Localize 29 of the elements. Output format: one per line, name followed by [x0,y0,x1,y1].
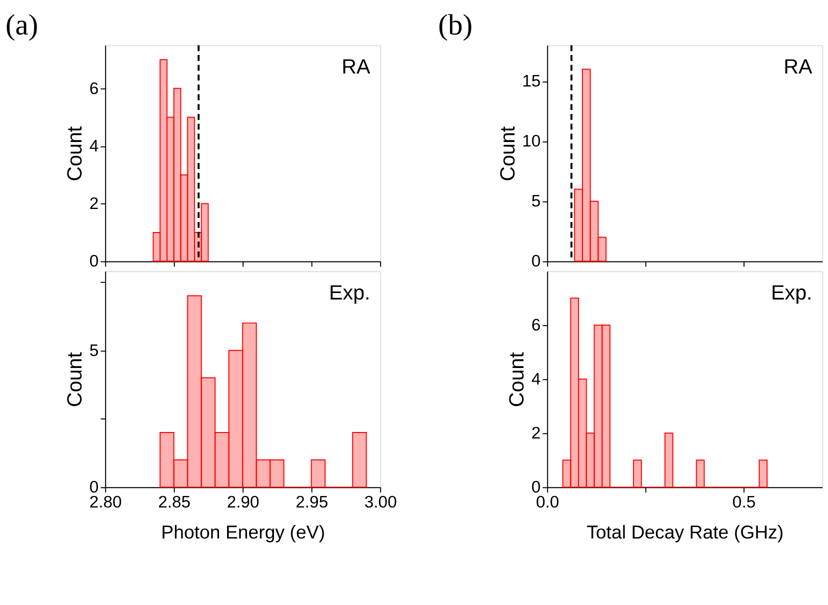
annotation: Exp. [771,282,812,305]
x-tick-label: 2.90 [226,492,260,512]
y-tick-label: 2 [531,424,541,443]
x-axis-title: Photon Energy (eV) [161,522,326,543]
y-tick-label: 5 [531,192,541,211]
y-axis-title: Count [506,352,529,408]
y-tick-label: 10 [522,132,541,151]
x-tick-label: 0.5 [732,492,756,512]
y-axis-title: Count [64,126,87,182]
y-axis-title: Count [496,126,520,182]
y-tick-label: 5 [89,340,99,360]
y-tick-label: 4 [531,370,541,389]
chart-title: (b) [438,9,472,42]
y-tick-label: 6 [531,316,541,335]
y-tick-label: 6 [89,78,99,98]
x-axis-title: Total Decay Rate (GHz) [586,522,784,543]
y-tick-label: 15 [522,72,541,91]
x-tick-label: 2.95 [296,492,328,512]
y-tick-label: 2 [89,194,99,214]
y-tick-label: 0 [531,252,541,271]
y-tick-label: 4 [89,136,99,156]
chart-title: (a) [5,9,38,42]
annotation: Exp. [329,282,370,305]
annotation: RA [342,56,371,79]
annotation: RA [784,56,813,79]
x-tick-label: 2.85 [158,492,191,512]
y-axis-title: Count [64,352,87,408]
x-tick-label: 3.00 [364,492,397,512]
y-tick-label: 0 [89,252,99,271]
